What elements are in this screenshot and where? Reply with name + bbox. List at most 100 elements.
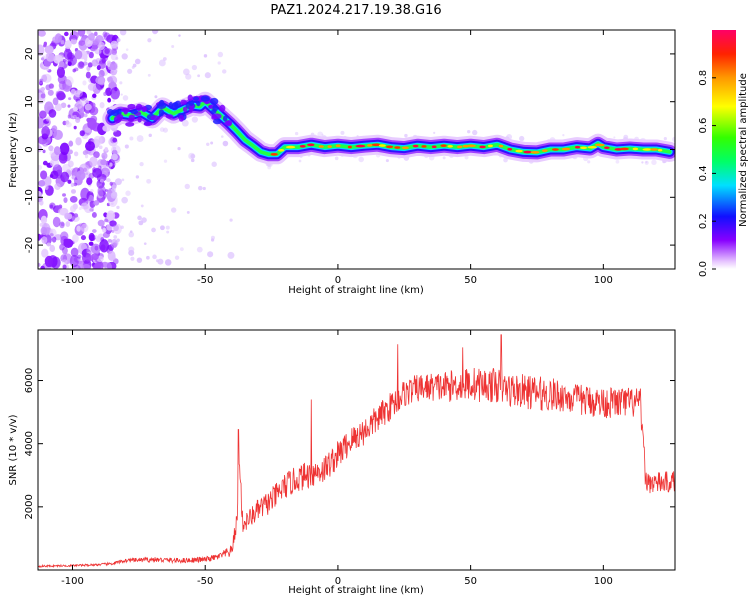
spectrogram-noise-blob <box>114 86 118 92</box>
spectrogram-noise-blob <box>113 224 119 232</box>
spectrogram-noise-blob <box>97 185 106 197</box>
spectrogram-noise-blob <box>61 246 68 255</box>
spectrogram-noise-blob <box>53 146 61 156</box>
spectrogram-halo-blob <box>672 136 675 142</box>
ridge-hot-spot <box>498 144 504 148</box>
spectrogram-halo-blob <box>294 131 299 136</box>
spectrogram-halo-blob <box>663 137 667 141</box>
spectrogram-noise-blob <box>99 101 105 109</box>
spectrogram-noise-blob <box>92 229 97 233</box>
spectrogram-noise-blob <box>47 106 51 112</box>
ridge-hot-spot <box>580 146 587 150</box>
spectrogram-halo-blob <box>321 133 324 136</box>
ridge-hot-spot <box>561 147 571 151</box>
spectrogram-noise-blob <box>82 80 87 86</box>
spectrogram-noise-blob <box>93 200 100 206</box>
spectrogram-noise-blob <box>92 263 101 269</box>
spectrogram-sparse-blob <box>171 45 175 49</box>
spectrogram-noise-blob <box>60 222 65 227</box>
spectrogram-noise-blob <box>65 121 72 128</box>
ridge-blob <box>143 121 153 127</box>
spectrogram-sparse-blob <box>159 127 165 132</box>
ridge-blob <box>192 96 199 101</box>
spectrogram-noise-blob <box>83 167 87 172</box>
ridge-hot-spot <box>307 143 315 147</box>
spectrogram-noise-blob <box>94 38 100 45</box>
spectrogram-halo-blob <box>442 156 446 160</box>
ridge-blob <box>182 106 188 113</box>
spectrogram-noise-blob <box>49 174 54 178</box>
spectrogram-sparse-blob <box>164 259 172 266</box>
ridge-hot-spot <box>523 150 532 154</box>
spectrogram-sparse-blob <box>160 225 165 231</box>
colorbar-ticks: 0.0 0.2 0.4 0.6 0.8 <box>698 70 716 277</box>
spectrogram-sparse-blob <box>185 73 192 80</box>
spectrogram-noise-blob <box>85 172 89 175</box>
spectrogram-noise-blob <box>47 89 54 96</box>
spectrogram-halo-blob <box>503 157 508 163</box>
ridge-blob <box>116 113 124 121</box>
spectrogram-noise-blob <box>46 52 55 62</box>
colorbar-tick-label: 0.0 <box>698 261 709 277</box>
ridge-blob <box>180 99 187 105</box>
spectrogram-sparse-blob <box>191 116 199 123</box>
spectrogram-sparse-blob <box>166 230 170 234</box>
spectrogram-noise-blob <box>54 183 61 191</box>
spectrogram-sparse-blob <box>132 63 137 68</box>
spectrogram-y-tick-label: 10 <box>24 95 35 108</box>
spectrogram-sparse-blob <box>151 227 156 233</box>
spectrogram-noise-blob <box>94 48 102 55</box>
spectrogram-sparse-blob <box>186 211 190 214</box>
spectrogram-noise-blob <box>58 204 63 209</box>
spectrogram-sparse-blob <box>120 225 124 230</box>
spectrogram-noise-blob <box>85 71 91 79</box>
spectrogram-sparse-blob <box>178 34 181 37</box>
spectrogram-sparse-blob <box>147 38 152 43</box>
spectrogram-noise-blob <box>70 189 77 194</box>
spectrogram-noise-blob <box>74 151 79 157</box>
spectrogram-noise-blob <box>110 145 121 155</box>
spectrogram-sparse-blob <box>190 158 195 163</box>
spectrogram-noise-blob <box>68 97 72 101</box>
spectrogram-sparse-blob <box>217 51 224 58</box>
spectrogram-sparse-blob <box>127 68 133 74</box>
ridge-blob <box>158 99 165 107</box>
ridge-hot-spot <box>620 147 629 151</box>
spectrogram-sparse-blob <box>211 161 217 167</box>
spectrogram-noise-blob <box>99 68 109 77</box>
spectrogram-noise-blob <box>75 137 82 146</box>
spectrogram-noise-blob <box>51 125 58 132</box>
spectrogram-noise-blob <box>38 92 46 105</box>
ridge-hot-spot <box>507 147 513 151</box>
spectrogram-sparse-blob <box>111 153 118 161</box>
spectrogram-noise-blob <box>77 254 82 259</box>
spectrogram-noise-blob <box>60 102 67 109</box>
spectrogram-halo-blob <box>433 131 436 134</box>
spectrogram-sparse-blob <box>162 127 168 133</box>
spectrogram-sparse-blob <box>113 235 118 239</box>
spectrogram-sparse-blob <box>184 183 190 190</box>
spectrogram-halo-blob <box>298 159 302 163</box>
spectrogram-sparse-blob <box>115 56 119 60</box>
spectrogram-sparse-blob <box>221 69 227 74</box>
spectrogram-sparse-blob <box>217 61 221 65</box>
spectrogram-halo-blob <box>645 161 648 164</box>
spectrogram-halo-blob <box>472 129 478 136</box>
spectrogram-sparse-blob <box>113 163 117 166</box>
spectrogram-sparse-blob <box>210 141 214 145</box>
spectrogram-noise-blob <box>86 30 92 35</box>
figure-title: PAZ1.2024.217.19.38.G16 <box>270 3 441 18</box>
spectrogram-noise-blob <box>60 171 70 183</box>
ridge-hot-spot <box>642 148 652 151</box>
spectrogram-sparse-blob <box>183 68 190 76</box>
spectrogram-noise-blob <box>77 111 85 119</box>
ridge-hot-spot <box>447 145 453 148</box>
spectrogram-noise-blob <box>93 151 100 159</box>
spectrogram-sparse-blob <box>121 178 125 182</box>
spectrogram-noise-blob <box>67 179 72 184</box>
spectrogram-noise-blob <box>113 130 122 137</box>
spectrogram-sparse-blob <box>157 258 164 265</box>
spectrogram-noise-blob <box>84 127 91 133</box>
